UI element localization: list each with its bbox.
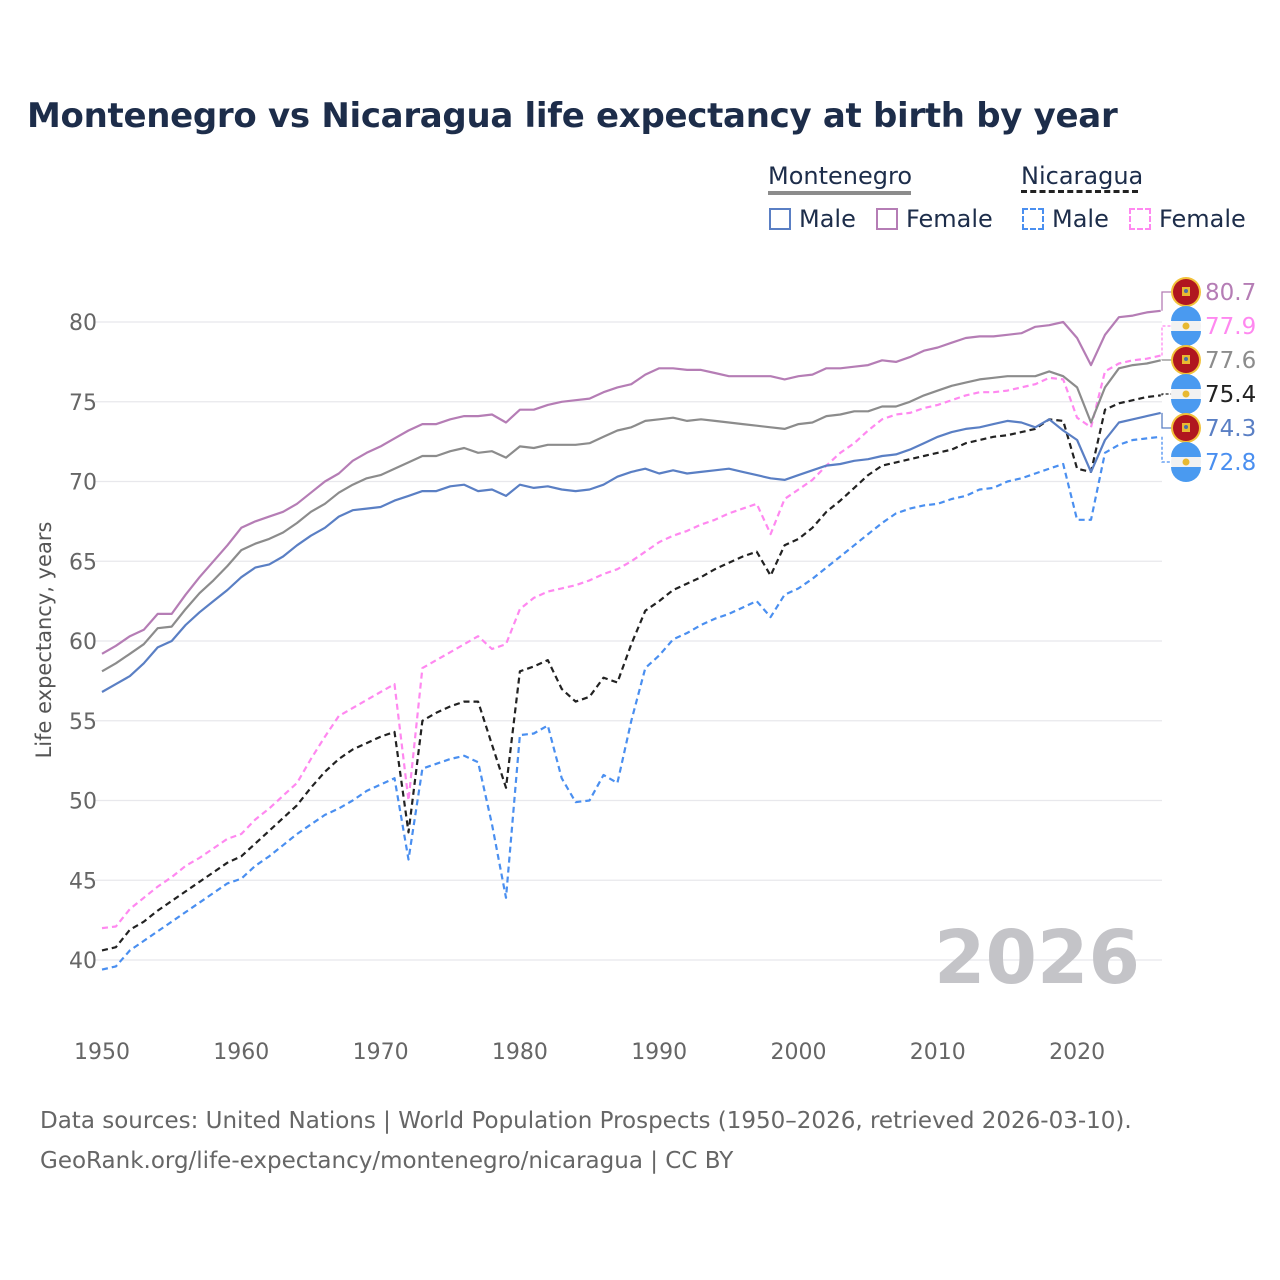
montenegro-flag-icon — [1171, 345, 1201, 375]
legend-montenegro-female: Female — [906, 205, 993, 233]
x-tick-label: 1960 — [213, 1040, 269, 1065]
legend-swatch-montenegro-female — [876, 208, 898, 230]
flag-bottom-stripe — [1171, 467, 1201, 482]
flag-emblem — [1182, 390, 1190, 398]
flag-top-stripe — [1171, 306, 1201, 321]
flag-bottom-stripe — [1171, 331, 1201, 346]
series-line-montenegro-female — [101, 309, 1161, 655]
x-tick-label: 2000 — [771, 1040, 827, 1065]
y-tick-label: 70 — [69, 471, 97, 496]
x-tick-label: 2020 — [1049, 1040, 1105, 1065]
legend-group-nicaragua: Nicaragua — [1021, 162, 1144, 190]
series-line-nicaragua-total — [101, 394, 1161, 952]
x-tick-label: 1950 — [74, 1040, 130, 1065]
x-tick-label: 2010 — [910, 1040, 966, 1065]
y-tick-label: 55 — [69, 710, 97, 735]
y-axis-label: Life expectancy, years — [32, 522, 56, 759]
flag-emblem — [1182, 458, 1190, 466]
flag-emblem — [1182, 322, 1190, 330]
y-tick-label: 40 — [69, 949, 97, 974]
y-tick-label: 60 — [69, 630, 97, 655]
legend-nicaragua-line — [1021, 190, 1138, 193]
y-tick-label: 45 — [69, 869, 97, 894]
y-tick-label: 80 — [69, 311, 97, 336]
end-value-label: 74.3 — [1205, 416, 1256, 442]
label-connector — [1161, 436, 1172, 463]
flag-emblem-shield — [1184, 289, 1188, 293]
nicaragua-flag-icon — [1171, 374, 1201, 414]
end-value-label: 80.7 — [1205, 280, 1256, 306]
x-tick-label: 1990 — [631, 1040, 687, 1065]
legend-swatch-montenegro-male — [769, 208, 791, 230]
legend-nicaragua-male: Male — [1052, 205, 1109, 233]
end-value-label: 77.6 — [1205, 348, 1256, 374]
legend-swatch-nicaragua-female — [1129, 208, 1151, 230]
end-value-label: 72.8 — [1205, 450, 1256, 476]
y-tick-label: 50 — [69, 790, 97, 815]
label-connector — [1161, 291, 1172, 311]
y-tick-label: 65 — [69, 550, 97, 575]
flag-emblem-shield — [1184, 425, 1188, 429]
label-connector — [1161, 325, 1172, 356]
chart-title: Montenegro vs Nicaragua life expectancy … — [27, 96, 1118, 136]
flag-top-stripe — [1171, 442, 1201, 457]
end-value-label: 77.9 — [1205, 314, 1256, 340]
flag-emblem-shield — [1184, 357, 1188, 361]
series-line-nicaragua-female — [101, 354, 1161, 930]
legend-nicaragua-female: Female — [1159, 205, 1246, 233]
label-connector — [1161, 393, 1172, 396]
legend-group-montenegro: Montenegro — [768, 162, 913, 190]
x-tick-label: 1970 — [353, 1040, 409, 1065]
nicaragua-flag-icon — [1171, 306, 1201, 346]
label-connector — [1161, 412, 1172, 429]
series-line-montenegro-total — [101, 359, 1161, 673]
source-line-1: Data sources: United Nations | World Pop… — [40, 1108, 1132, 1134]
flag-bottom-stripe — [1171, 399, 1201, 414]
series-line-nicaragua-male — [101, 435, 1161, 971]
nicaragua-flag-icon — [1171, 442, 1201, 482]
legend-swatch-nicaragua-male — [1022, 208, 1044, 230]
legend-montenegro-male: Male — [799, 205, 856, 233]
flag-top-stripe — [1171, 374, 1201, 389]
y-tick-label: 75 — [69, 391, 97, 416]
end-value-label: 75.4 — [1205, 382, 1256, 408]
series-line-montenegro-male — [101, 411, 1161, 693]
legend-montenegro-line — [768, 191, 911, 195]
montenegro-flag-icon — [1171, 413, 1201, 443]
x-tick-label: 1980 — [492, 1040, 548, 1065]
source-line-2: GeoRank.org/life-expectancy/montenegro/n… — [40, 1148, 734, 1174]
year-watermark: 2026 — [934, 915, 1140, 1001]
montenegro-flag-icon — [1171, 277, 1201, 307]
